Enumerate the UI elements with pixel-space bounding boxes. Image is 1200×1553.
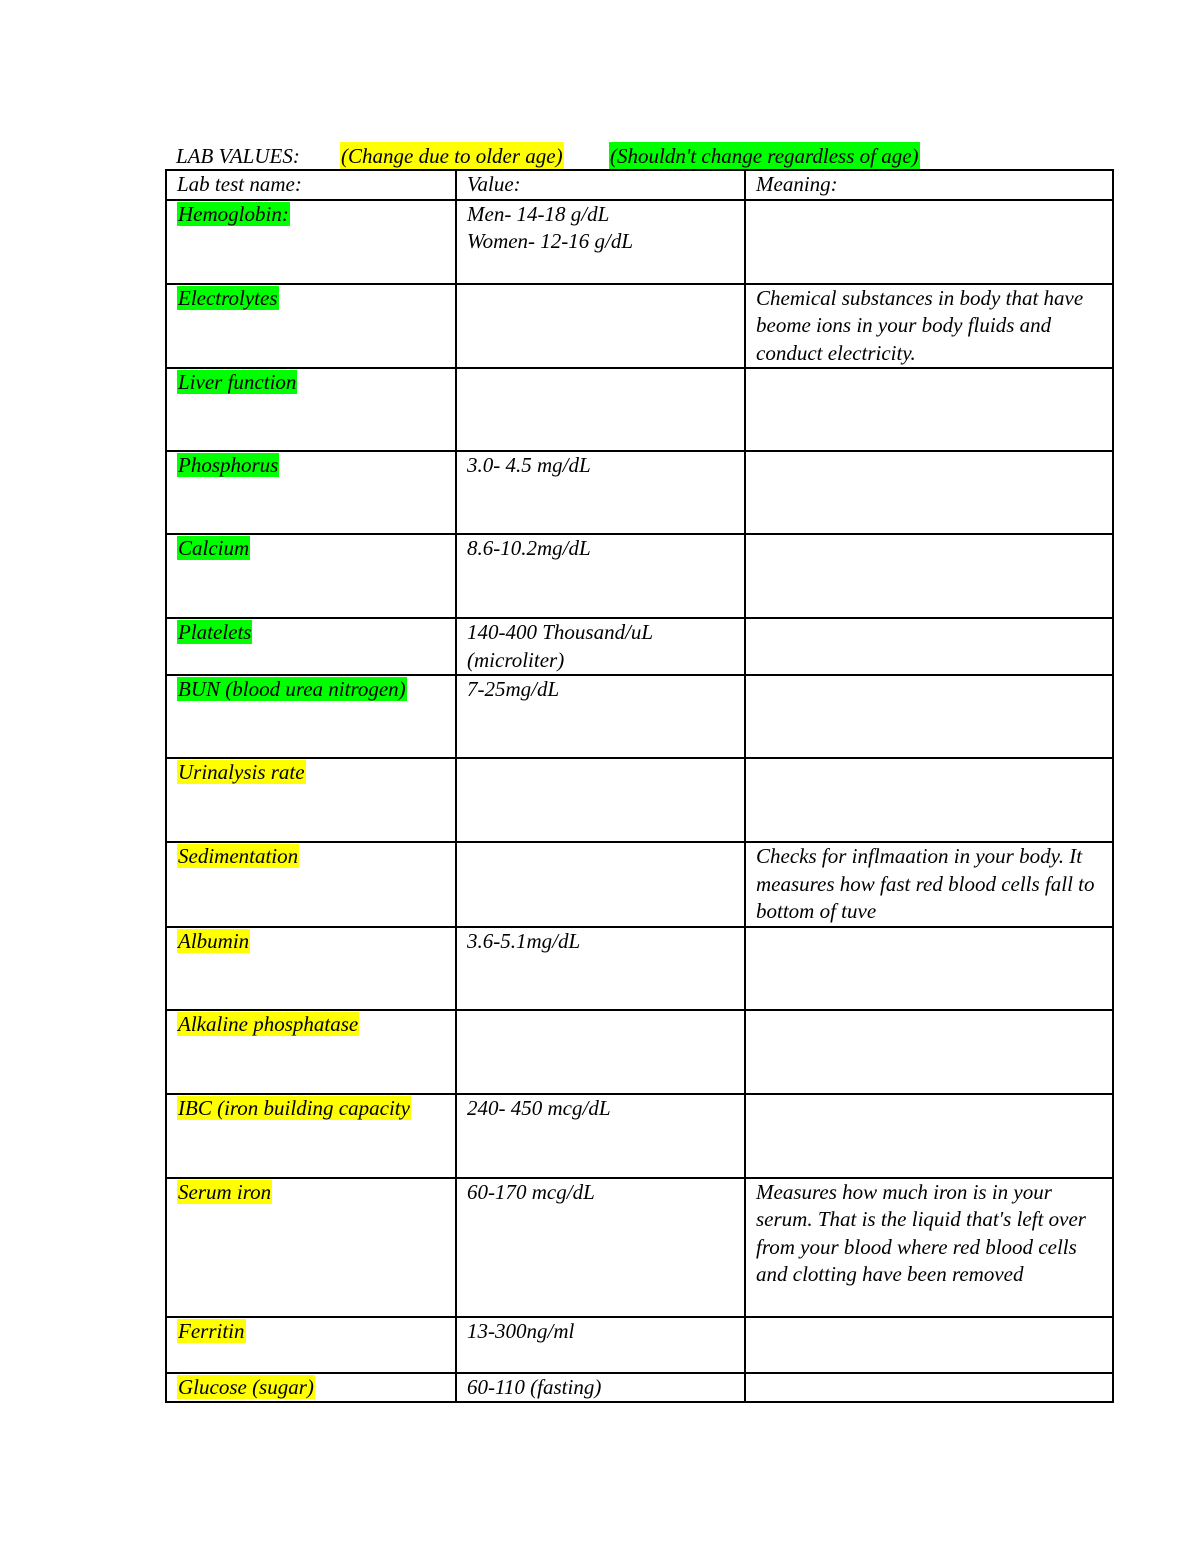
name-cell: IBC (iron building capacity [165,1092,457,1179]
test-name: Glucose (sugar) [177,1374,315,1399]
name-cell: Calcium [165,533,457,619]
test-name: Calcium [177,536,251,560]
name-cell: Glucose (sugar) [165,1372,457,1403]
test-value: Women- 12-16 g/dL [467,229,634,253]
lab-table: Lab test name: Value: Meaning: Hemoglobi… [165,169,1114,1403]
name-cell: Serum iron [165,1176,457,1318]
table-row: Albumin 3.6-5.1mg/dL [165,925,1114,1011]
table-row: IBC (iron building capacity 240- 450 mcg/… [165,1092,1114,1179]
test-name: Liver function [177,370,298,394]
test-name: Sedimentation [177,844,300,868]
table-row: Glucose (sugar) 60-110 (fasting) [165,1372,1114,1403]
test-value: 3.0- 4.5 mg/dL [467,453,591,477]
test-meaning: Checks for inflmaation in your body. It … [756,844,1095,923]
test-value: 60-110 (fasting) [467,1374,602,1399]
meaning-cell [744,925,1114,1011]
value-cell [455,1008,746,1095]
value-cell: 3.6-5.1mg/dL [455,925,746,1011]
table-row: Platelets 140-400 Thousand/uL (microliter… [165,617,1114,676]
meaning-cell [744,1316,1114,1374]
test-value: 13-300ng/ml [467,1318,575,1343]
table-row: Liver function [165,367,1114,452]
table-row: Electrolytes Chemical substances in body … [165,282,1114,369]
value-cell: 7-25mg/dL [455,674,746,759]
table-body: Lab test name: Value: Meaning: Hemoglobi… [165,169,1114,1403]
value-cell [455,841,746,928]
test-name: IBC (iron building capacity [177,1095,411,1120]
test-value: 3.6-5.1mg/dL [467,928,581,953]
test-name: Phosphorus [177,453,280,477]
test-name: Ferritin [177,1318,246,1343]
value-cell: 13-300ng/ml [455,1316,746,1374]
legend-older-age: (Change due to older age) [340,142,564,170]
test-value: 7-25mg/dL [467,677,560,701]
table-row: Hemoglobin: Men- 14-18 g/dL Women- 12-16 g… [165,198,1114,285]
test-name: Alkaline phosphatase [177,1011,360,1036]
value-cell: 60-170 mcg/dL [455,1176,746,1318]
test-name: Albumin [177,928,251,953]
legend-no-change: (Shouldn't change regardless of age) [609,142,920,170]
column-header: Lab test name: [165,169,457,201]
test-value: Men- 14-18 g/dL [467,201,610,226]
value-cell [455,282,746,369]
meaning-cell [744,533,1114,619]
table-row: Calcium 8.6-10.2mg/dL [165,533,1114,619]
name-cell: BUN (blood urea nitrogen) [165,674,457,759]
value-cell [455,367,746,452]
name-cell: Platelets [165,617,457,676]
name-cell: Ferritin [165,1316,457,1374]
test-name: Platelets [177,620,253,644]
table-row: Sedimentation Checks for inflmaation in y… [165,841,1114,928]
table-row: Urinalysis rate [165,757,1114,843]
test-name: Urinalysis rate [177,760,306,784]
test-meaning: Chemical substances in body that have be… [756,285,1084,365]
name-cell: Hemoglobin: [165,198,457,285]
value-cell: 8.6-10.2mg/dL [455,533,746,619]
table-row: Alkaline phosphatase [165,1008,1114,1095]
table-row: Ferritin 13-300ng/ml [165,1316,1114,1374]
value-cell [455,757,746,843]
title: LAB VALUES: [176,144,300,168]
name-cell: Electrolytes [165,282,457,369]
name-cell: Albumin [165,925,457,1011]
table-row: Phosphorus 3.0- 4.5 mg/dL [165,450,1114,535]
meaning-cell [744,1008,1114,1095]
meaning-cell [744,1092,1114,1179]
test-value: 140-400 Thousand/uL (microliter) [467,620,653,672]
name-cell: Liver function [165,367,457,452]
meaning-cell: Measures how much iron is in your serum.… [744,1176,1114,1318]
meaning-cell [744,450,1114,535]
meaning-cell [744,757,1114,843]
value-cell: 240- 450 mcg/dL [455,1092,746,1179]
table-row: Serum iron 60-170 mcg/dL Measures how much… [165,1176,1114,1318]
test-name: BUN (blood urea nitrogen) [177,677,407,701]
value-cell: 3.0- 4.5 mg/dL [455,450,746,535]
test-value: 60-170 mcg/dL [467,1179,595,1204]
meaning-cell: Checks for inflmaation in your body. It … [744,841,1114,928]
meaning-cell [744,198,1114,285]
name-cell: Sedimentation [165,841,457,928]
value-cell: 140-400 Thousand/uL (microliter) [455,617,746,676]
meaning-cell: Chemical substances in body that have be… [744,282,1114,369]
test-name: Hemoglobin: [177,201,290,226]
meaning-cell [744,367,1114,452]
name-cell: Phosphorus [165,450,457,535]
meaning-cell [744,1372,1114,1403]
table-row: BUN (blood urea nitrogen) 7-25mg/dL [165,674,1114,759]
test-value: 240- 450 mcg/dL [467,1095,611,1120]
header-row: Lab test name: Value: Meaning: [165,169,1114,201]
test-name: Electrolytes [177,285,279,310]
name-cell: Urinalysis rate [165,757,457,843]
value-cell: 60-110 (fasting) [455,1372,746,1403]
meaning-cell [744,617,1114,676]
test-meaning: Measures how much iron is in your serum.… [756,1179,1086,1287]
test-value: 8.6-10.2mg/dL [467,536,591,560]
column-header: Meaning: [744,169,1114,201]
meaning-cell [744,674,1114,759]
test-name: Serum iron [177,1179,273,1204]
value-cell: Men- 14-18 g/dL Women- 12-16 g/dL [455,198,746,285]
column-header: Value: [455,169,746,201]
name-cell: Alkaline phosphatase [165,1008,457,1095]
